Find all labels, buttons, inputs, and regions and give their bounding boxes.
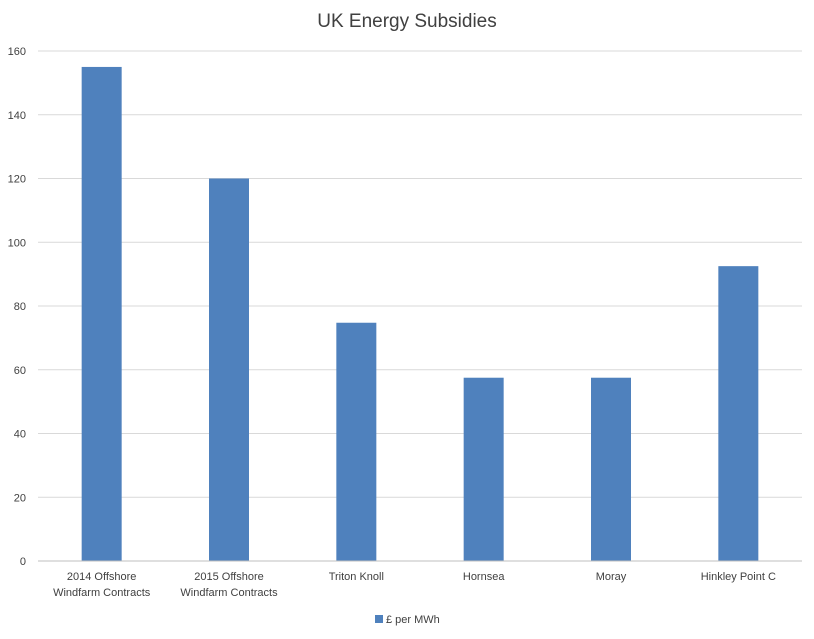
legend-label: £ per MWh [386, 614, 440, 626]
x-category-label: Hornsea [463, 571, 505, 583]
x-category-label-line: Windfarm Contracts [53, 587, 151, 599]
y-tick-label: 20 [14, 492, 26, 504]
bar [463, 377, 504, 561]
y-tick-label: 60 [14, 365, 26, 377]
x-category-label: Triton Knoll [329, 571, 384, 583]
y-tick-label: 160 [8, 46, 26, 58]
x-category-label: Moray [596, 571, 627, 583]
x-category-label-line: Triton Knoll [329, 571, 384, 583]
y-axis-ticks: 0 20 40 60 80 100 120 140 160 [8, 46, 26, 568]
y-tick-label: 120 [8, 174, 26, 186]
bar [591, 377, 631, 561]
y-tick-label: 80 [14, 301, 26, 313]
x-category-label: 2014 Offshore Windfarm Contracts [53, 571, 151, 599]
y-tick-label: 0 [20, 556, 26, 568]
x-category-label: Hinkley Point C [701, 571, 776, 583]
x-category-label-line: Hinkley Point C [701, 571, 776, 583]
chart-title: UK Energy Subsidies [317, 11, 497, 32]
x-category-label-line: Windfarm Contracts [180, 587, 278, 599]
y-tick-label: 100 [8, 237, 26, 249]
bars [81, 66, 759, 561]
bar [81, 66, 122, 561]
legend: £ per MWh [375, 614, 440, 626]
x-category-label-line: 2014 Offshore [67, 571, 137, 583]
x-category-label: 2015 Offshore Windfarm Contracts [180, 571, 278, 599]
legend-swatch [375, 615, 383, 623]
bar [718, 266, 759, 561]
bar [209, 178, 249, 561]
bar [336, 322, 377, 561]
gridlines [38, 50, 802, 498]
x-category-label-line: Moray [596, 571, 627, 583]
y-tick-label: 40 [14, 429, 26, 441]
x-category-label-line: Hornsea [463, 571, 505, 583]
x-category-label-line: 2015 Offshore [194, 571, 264, 583]
y-tick-label: 140 [8, 110, 26, 122]
